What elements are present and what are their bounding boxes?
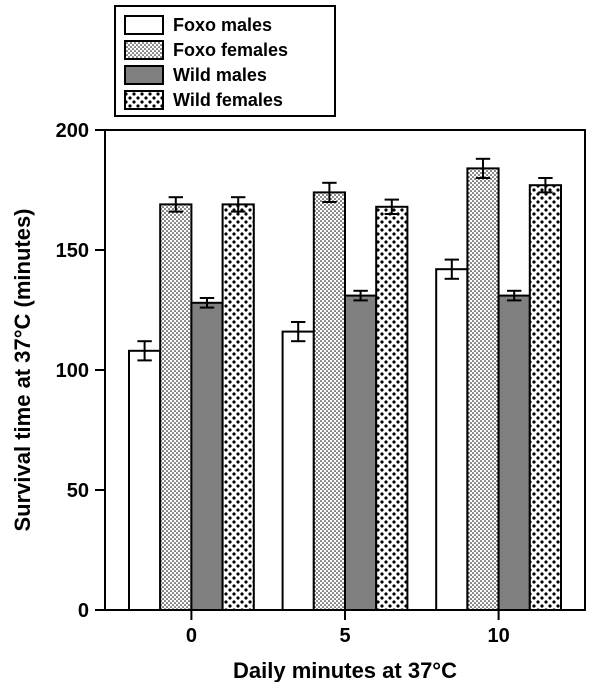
bar — [345, 296, 376, 610]
x-axis-title: Daily minutes at 37°C — [233, 658, 457, 682]
bar — [283, 332, 314, 610]
y-tick-label: 50 — [67, 480, 89, 502]
x-tick-label: 0 — [186, 625, 197, 647]
x-tick-label: 5 — [339, 625, 350, 647]
bar — [223, 204, 254, 610]
bar — [376, 207, 407, 610]
y-tick-label: 200 — [56, 120, 89, 142]
bar — [436, 269, 467, 610]
legend-label: Foxo females — [173, 40, 288, 60]
bar — [160, 204, 191, 610]
bar-chart: 050100150200Survival time at 37°C (minut… — [0, 0, 610, 682]
y-tick-label: 0 — [78, 600, 89, 622]
bar — [314, 192, 345, 610]
legend-swatch — [125, 91, 163, 109]
legend-swatch — [125, 41, 163, 59]
y-tick-label: 100 — [56, 360, 89, 382]
legend-label: Wild males — [173, 65, 267, 85]
legend-swatch — [125, 66, 163, 84]
bar — [467, 168, 498, 610]
legend-swatch — [125, 16, 163, 34]
y-axis-title: Survival time at 37°C (minutes) — [10, 208, 35, 531]
bar — [191, 303, 222, 610]
bar — [499, 296, 530, 610]
legend-label: Foxo males — [173, 15, 272, 35]
legend-label: Wild females — [173, 90, 283, 110]
bar — [530, 185, 561, 610]
bar — [129, 351, 160, 610]
y-tick-label: 150 — [56, 240, 89, 262]
x-tick-label: 10 — [487, 625, 509, 647]
chart-container: 050100150200Survival time at 37°C (minut… — [0, 0, 610, 682]
